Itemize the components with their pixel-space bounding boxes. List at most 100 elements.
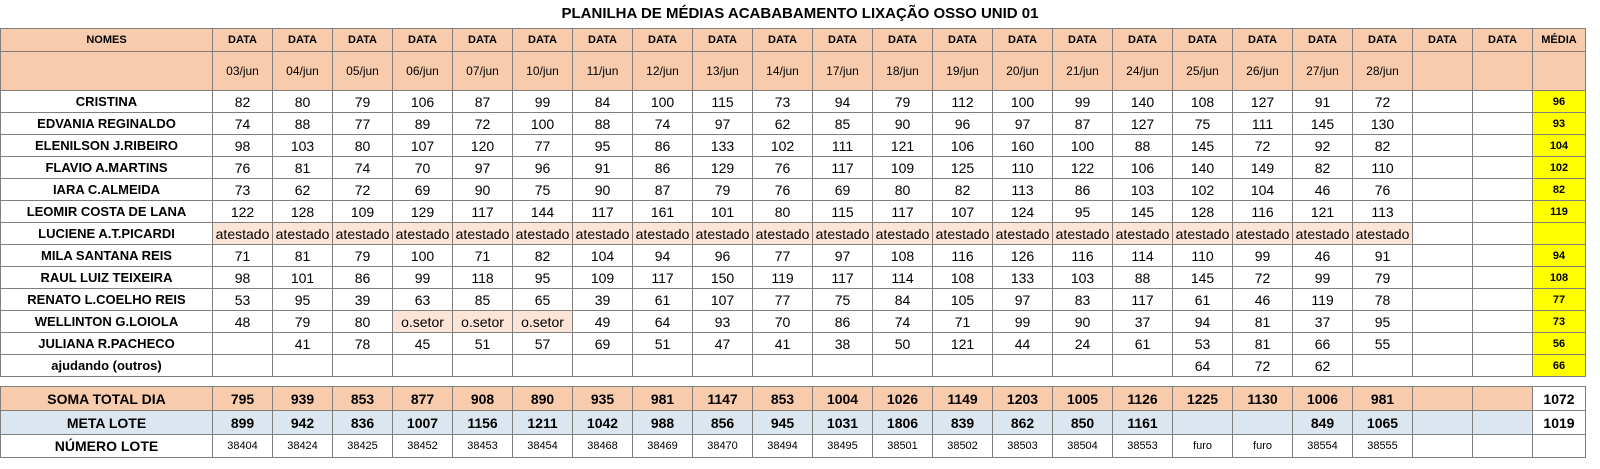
score-cell: 72 bbox=[1232, 134, 1293, 157]
score-cell: 93 bbox=[692, 310, 753, 333]
date-header-label: DATA bbox=[632, 28, 693, 52]
soma-cell: 908 bbox=[452, 386, 513, 411]
meta-row: META LOTE 899 942 836 1007 1156 1211 1042 988 856… bbox=[0, 410, 1586, 435]
score-cell: 100 bbox=[632, 90, 693, 113]
soma-cell: 1004 bbox=[812, 386, 873, 411]
score-cell bbox=[1412, 156, 1473, 179]
score-cell: 100 bbox=[512, 112, 573, 135]
lote-cell: 38404 bbox=[212, 434, 273, 458]
score-cell: atestado bbox=[692, 222, 753, 245]
soma-cell: 1026 bbox=[872, 386, 933, 411]
score-cell: atestado bbox=[272, 222, 333, 245]
score-cell: 72 bbox=[332, 178, 393, 201]
table-row: MILA SANTANA REIS 71 81 79 100 71 82 104 94 96 77 9… bbox=[0, 244, 1586, 267]
score-cell: 51 bbox=[632, 332, 693, 355]
score-cell: 77 bbox=[512, 134, 573, 157]
score-cell: 38 bbox=[812, 332, 873, 355]
score-cell: 80 bbox=[332, 134, 393, 157]
score-cell: 57 bbox=[512, 332, 573, 355]
lote-cell: 38470 bbox=[692, 434, 753, 458]
score-cell: 126 bbox=[992, 244, 1053, 267]
score-cell bbox=[1472, 90, 1533, 113]
score-cell: atestado bbox=[512, 222, 573, 245]
date-cell bbox=[1472, 51, 1533, 91]
score-cell: 90 bbox=[1052, 310, 1113, 333]
score-cell: 49 bbox=[572, 310, 633, 333]
names-header: NOMES bbox=[0, 28, 213, 52]
score-cell: 130 bbox=[1352, 112, 1413, 135]
date-cell: 12/jun bbox=[632, 51, 693, 91]
score-cell bbox=[1472, 200, 1533, 223]
date-cell: 03/jun bbox=[212, 51, 273, 91]
date-cell: 26/jun bbox=[1232, 51, 1293, 91]
score-cell: 117 bbox=[812, 156, 873, 179]
spacer-cell bbox=[752, 376, 813, 387]
spacer-cell bbox=[572, 376, 633, 387]
score-cell: 39 bbox=[572, 288, 633, 311]
score-cell: 100 bbox=[992, 90, 1053, 113]
score-cell bbox=[1472, 310, 1533, 333]
average-cell: 102 bbox=[1532, 156, 1586, 179]
date-cell bbox=[1412, 51, 1473, 91]
score-cell: 96 bbox=[512, 156, 573, 179]
score-cell: 99 bbox=[512, 90, 573, 113]
score-cell: 91 bbox=[1292, 90, 1353, 113]
spacer-cell bbox=[1052, 376, 1113, 387]
score-cell: 95 bbox=[572, 134, 633, 157]
score-cell: atestado bbox=[1052, 222, 1113, 245]
employee-name: RENATO L.COELHO REIS bbox=[0, 288, 213, 311]
date-header-label: DATA bbox=[872, 28, 933, 52]
date-cell: 14/jun bbox=[752, 51, 813, 91]
meta-cell: 836 bbox=[332, 410, 393, 435]
score-cell: 115 bbox=[692, 90, 753, 113]
average-cell bbox=[1532, 222, 1586, 245]
score-cell: 75 bbox=[812, 288, 873, 311]
meta-cell: 849 bbox=[1292, 410, 1353, 435]
score-cell: 109 bbox=[572, 266, 633, 289]
average-cell: 96 bbox=[1532, 90, 1586, 113]
lote-cell: furo bbox=[1232, 434, 1293, 458]
score-cell: 46 bbox=[1292, 244, 1353, 267]
score-cell: 150 bbox=[692, 266, 753, 289]
score-cell: 79 bbox=[692, 178, 753, 201]
date-header-label: DATA bbox=[272, 28, 333, 52]
spacer-cell bbox=[392, 376, 453, 387]
score-cell: 118 bbox=[452, 266, 513, 289]
score-cell: 92 bbox=[1292, 134, 1353, 157]
score-cell: 117 bbox=[632, 266, 693, 289]
lote-cell: 38425 bbox=[332, 434, 393, 458]
score-cell: 91 bbox=[572, 156, 633, 179]
score-cell: 81 bbox=[272, 244, 333, 267]
score-cell: 133 bbox=[992, 266, 1053, 289]
soma-cell: 935 bbox=[572, 386, 633, 411]
score-cell: 100 bbox=[1052, 134, 1113, 157]
score-cell: 117 bbox=[452, 200, 513, 223]
score-cell bbox=[572, 354, 633, 377]
score-cell: 80 bbox=[272, 90, 333, 113]
employee-name: MILA SANTANA REIS bbox=[0, 244, 213, 267]
date-header-label: DATA bbox=[992, 28, 1053, 52]
average-cell: 56 bbox=[1532, 332, 1586, 355]
score-cell: 106 bbox=[932, 134, 993, 157]
score-cell: 116 bbox=[1052, 244, 1113, 267]
score-cell bbox=[1412, 288, 1473, 311]
score-cell bbox=[512, 354, 573, 377]
score-cell bbox=[392, 354, 453, 377]
lote-cell: 38502 bbox=[932, 434, 993, 458]
score-cell: 69 bbox=[392, 178, 453, 201]
soma-cell: 1225 bbox=[1172, 386, 1233, 411]
soma-cell: 1147 bbox=[692, 386, 753, 411]
score-cell: 107 bbox=[392, 134, 453, 157]
average-cell: 108 bbox=[1532, 266, 1586, 289]
meta-cell: 1031 bbox=[812, 410, 873, 435]
score-cell: 99 bbox=[1232, 244, 1293, 267]
date-header-label: DATA bbox=[1412, 28, 1473, 52]
soma-cell: 981 bbox=[632, 386, 693, 411]
score-cell: atestado bbox=[392, 222, 453, 245]
score-cell: 149 bbox=[1232, 156, 1293, 179]
date-cell: 18/jun bbox=[872, 51, 933, 91]
score-cell: 79 bbox=[272, 310, 333, 333]
score-cell: 78 bbox=[1352, 288, 1413, 311]
score-cell bbox=[1412, 134, 1473, 157]
date-cell: 05/jun bbox=[332, 51, 393, 91]
